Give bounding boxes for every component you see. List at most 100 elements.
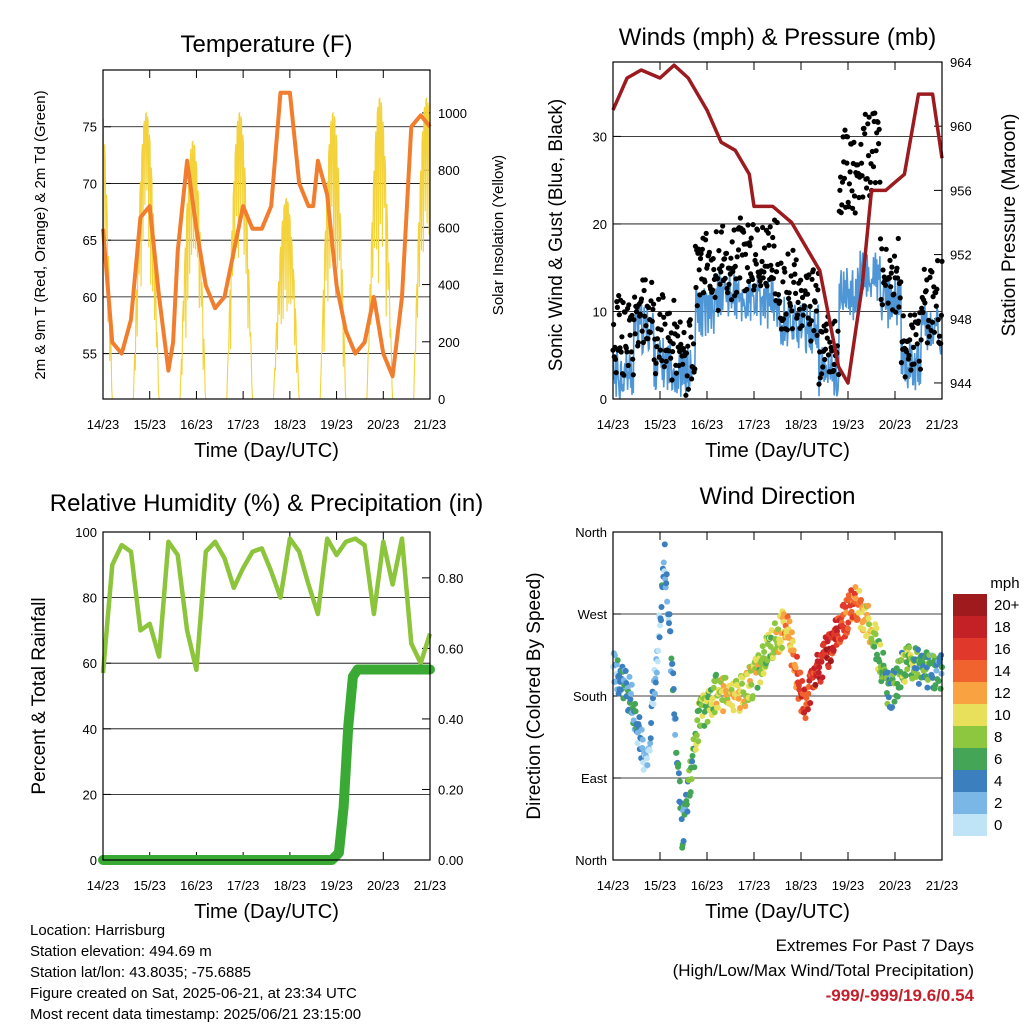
gust-point [889,264,895,270]
direction-point [790,647,797,654]
gust-point [839,202,845,208]
gust-point [851,193,858,199]
direction-point [825,664,832,671]
speed-legend-label: 6 [994,751,1002,768]
gust-point [741,229,747,235]
direction-point [684,808,691,815]
gust-point [842,127,848,133]
panel2-y2-tick-label: 948 [950,312,972,327]
panel3-title: Relative Humidity (%) & Precipitation (i… [50,490,483,517]
direction-point [924,676,931,683]
station-info: Location: Harrisburg Station elevation: … [30,920,361,1025]
direction-point [851,590,858,597]
gust-point [862,111,868,117]
gust-point [630,356,636,362]
panel2-x-tick-label: 17/23 [738,417,771,432]
gust-point [737,275,743,281]
gust-point [625,362,631,369]
panel3-y2-tick-label: 0.20 [438,782,463,797]
gust-point [671,297,677,303]
gust-point [693,284,699,291]
gust-point [729,239,735,245]
direction-point [713,671,720,678]
gust-point [902,374,908,380]
gust-point [792,271,798,277]
gust-point [895,275,901,281]
panel2-y-tick-label: 10 [593,304,607,319]
gust-point [824,321,830,327]
direction-point [708,701,715,708]
direction-point [749,693,756,700]
panel1-x-tick-label: 15/23 [133,417,166,432]
gust-point [661,364,667,370]
gust-point [786,295,792,302]
gust-point [780,316,787,322]
gust-point [812,299,818,305]
gust-point [725,290,731,296]
panel4-x-axis-label: Time (Day/UTC) [705,901,850,923]
direction-point [666,620,672,627]
gust-point [753,252,759,258]
gust-point [800,312,806,318]
panel2-x-tick-label: 16/23 [691,417,724,432]
gust-point [885,300,891,306]
gust-point [688,334,694,340]
gust-point [698,251,704,257]
gust-point [710,256,716,262]
gust-point [921,266,927,272]
gust-point [694,303,700,309]
panel3-x-tick-label: 17/23 [227,878,260,893]
gust-point [825,352,832,358]
gust-point [865,121,871,127]
gust-point [697,255,704,262]
panel2-plot-area [613,62,942,399]
gust-point [613,370,619,376]
direction-point [816,664,823,671]
gust-point [715,307,721,313]
direction-point [932,682,939,689]
gust-point [670,341,676,347]
direction-point [759,643,766,650]
gust-point [844,160,850,166]
panel1-x-tick-label: 14/23 [87,417,120,432]
gust-point [936,333,943,339]
direction-point [690,736,697,743]
gust-point [777,298,783,304]
direction-point [634,740,641,747]
gust-point [744,286,750,292]
direction-point [639,736,646,743]
panel2-y2-tick-label: 964 [950,55,972,70]
extremes-values: -999/-999/19.6/0.54 [825,986,974,1005]
gust-point [784,327,790,333]
gust-point [652,371,659,377]
gust-point [716,248,722,254]
gust-point [912,312,918,318]
panel1-y2-tick-label: 200 [438,335,460,350]
gust-point [616,293,622,299]
gust-point [923,288,929,294]
gust-point [728,255,734,261]
gust-point [668,355,674,361]
gust-point [631,317,637,323]
gust-point [799,323,805,329]
gust-point [858,160,865,166]
gust-point [649,279,655,285]
speed-legend-label: 12 [994,685,1011,702]
gust-point [919,305,925,311]
gust-point [785,251,791,257]
gust-point [669,377,675,383]
panel2-y-tick-label: 0 [600,392,607,407]
gust-point [717,281,723,287]
direction-point [891,698,898,705]
gust-point [663,358,669,364]
direction-point [856,587,863,594]
gust-point [620,299,626,306]
station-elevation: Station elevation: 494.69 m [30,943,212,960]
gust-point [624,349,630,355]
solar-insolation-line [366,97,394,400]
speed-legend-label: 8 [994,729,1002,746]
temperature-line [101,90,432,379]
gust-point [660,294,666,300]
gust-point [786,290,792,296]
panel4-x-tick-label: 16/23 [691,878,724,893]
